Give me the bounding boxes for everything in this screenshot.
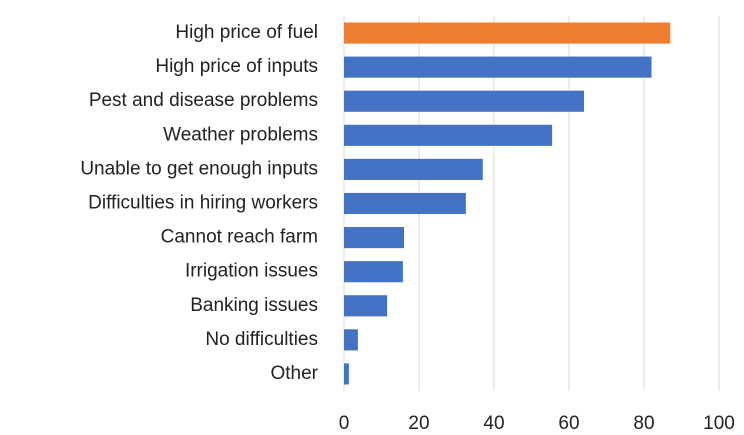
y-tick-label: High price of fuel xyxy=(175,22,318,43)
bar xyxy=(344,329,358,351)
bar xyxy=(344,192,466,215)
y-tick-label: Other xyxy=(270,363,318,384)
y-tick-label: High price of inputs xyxy=(155,56,318,77)
x-tick-label: 100 xyxy=(703,413,735,434)
bar xyxy=(344,227,404,249)
y-tick-label: Weather problems xyxy=(163,124,318,145)
y-tick-label: Irrigation issues xyxy=(185,261,318,282)
bar xyxy=(344,158,483,180)
bar xyxy=(344,363,349,385)
y-tick-label: Banking issues xyxy=(190,295,318,316)
bar xyxy=(344,22,671,44)
y-tick-label: Cannot reach farm xyxy=(161,227,318,248)
bar xyxy=(344,261,403,283)
x-tick-label: 80 xyxy=(633,413,654,434)
bar xyxy=(344,124,553,146)
x-tick-label: 0 xyxy=(339,413,350,434)
y-tick-label: Pest and disease problems xyxy=(89,90,318,111)
x-tick-label: 20 xyxy=(408,413,429,434)
x-tick-label: 60 xyxy=(558,413,579,434)
x-tick-label: 40 xyxy=(483,413,504,434)
bar xyxy=(344,295,388,317)
y-tick-label: Difficulties in hiring workers xyxy=(88,193,318,214)
y-tick-label: No difficulties xyxy=(205,329,318,350)
bar xyxy=(344,90,584,112)
bar xyxy=(344,56,652,78)
y-tick-label: Unable to get enough inputs xyxy=(80,158,318,179)
